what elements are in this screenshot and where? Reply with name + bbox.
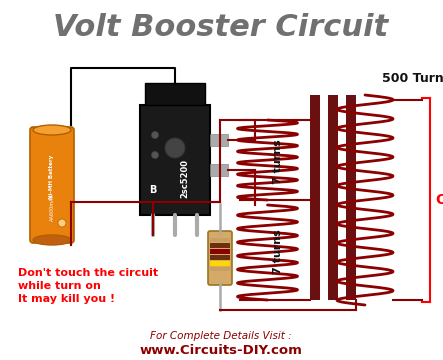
Circle shape	[152, 152, 159, 158]
FancyBboxPatch shape	[210, 134, 228, 146]
Circle shape	[58, 219, 66, 227]
Text: For Complete Details Visit :: For Complete Details Visit :	[150, 331, 292, 341]
Circle shape	[152, 131, 159, 139]
FancyBboxPatch shape	[346, 95, 356, 300]
Text: www.Circuits-DIY.com: www.Circuits-DIY.com	[140, 343, 303, 356]
FancyBboxPatch shape	[328, 95, 338, 300]
Text: 500 Turns: 500 Turns	[382, 72, 443, 85]
Circle shape	[165, 138, 185, 158]
Text: 7 turns: 7 turns	[273, 230, 283, 274]
FancyBboxPatch shape	[210, 238, 230, 242]
FancyBboxPatch shape	[210, 164, 228, 176]
FancyBboxPatch shape	[140, 105, 210, 215]
FancyBboxPatch shape	[210, 255, 230, 260]
FancyBboxPatch shape	[210, 243, 230, 248]
FancyBboxPatch shape	[210, 249, 230, 254]
FancyBboxPatch shape	[30, 127, 74, 243]
FancyBboxPatch shape	[310, 95, 320, 300]
Text: B: B	[149, 185, 157, 195]
Text: Ni-MH Battery: Ni-MH Battery	[50, 155, 54, 199]
Text: AA600mAh: AA600mAh	[50, 193, 54, 221]
Text: Don't touch the circuit
while turn on
It may kill you !: Don't touch the circuit while turn on It…	[18, 268, 158, 305]
Text: 7 turns: 7 turns	[273, 140, 283, 184]
Ellipse shape	[33, 235, 71, 245]
Text: Output: Output	[435, 193, 443, 207]
FancyBboxPatch shape	[145, 83, 205, 105]
Text: 2sc5200: 2sc5200	[180, 158, 190, 198]
Ellipse shape	[33, 125, 71, 135]
FancyBboxPatch shape	[208, 231, 232, 285]
FancyBboxPatch shape	[210, 261, 230, 266]
FancyBboxPatch shape	[210, 267, 230, 271]
Text: Volt Booster Circuit: Volt Booster Circuit	[53, 13, 389, 42]
